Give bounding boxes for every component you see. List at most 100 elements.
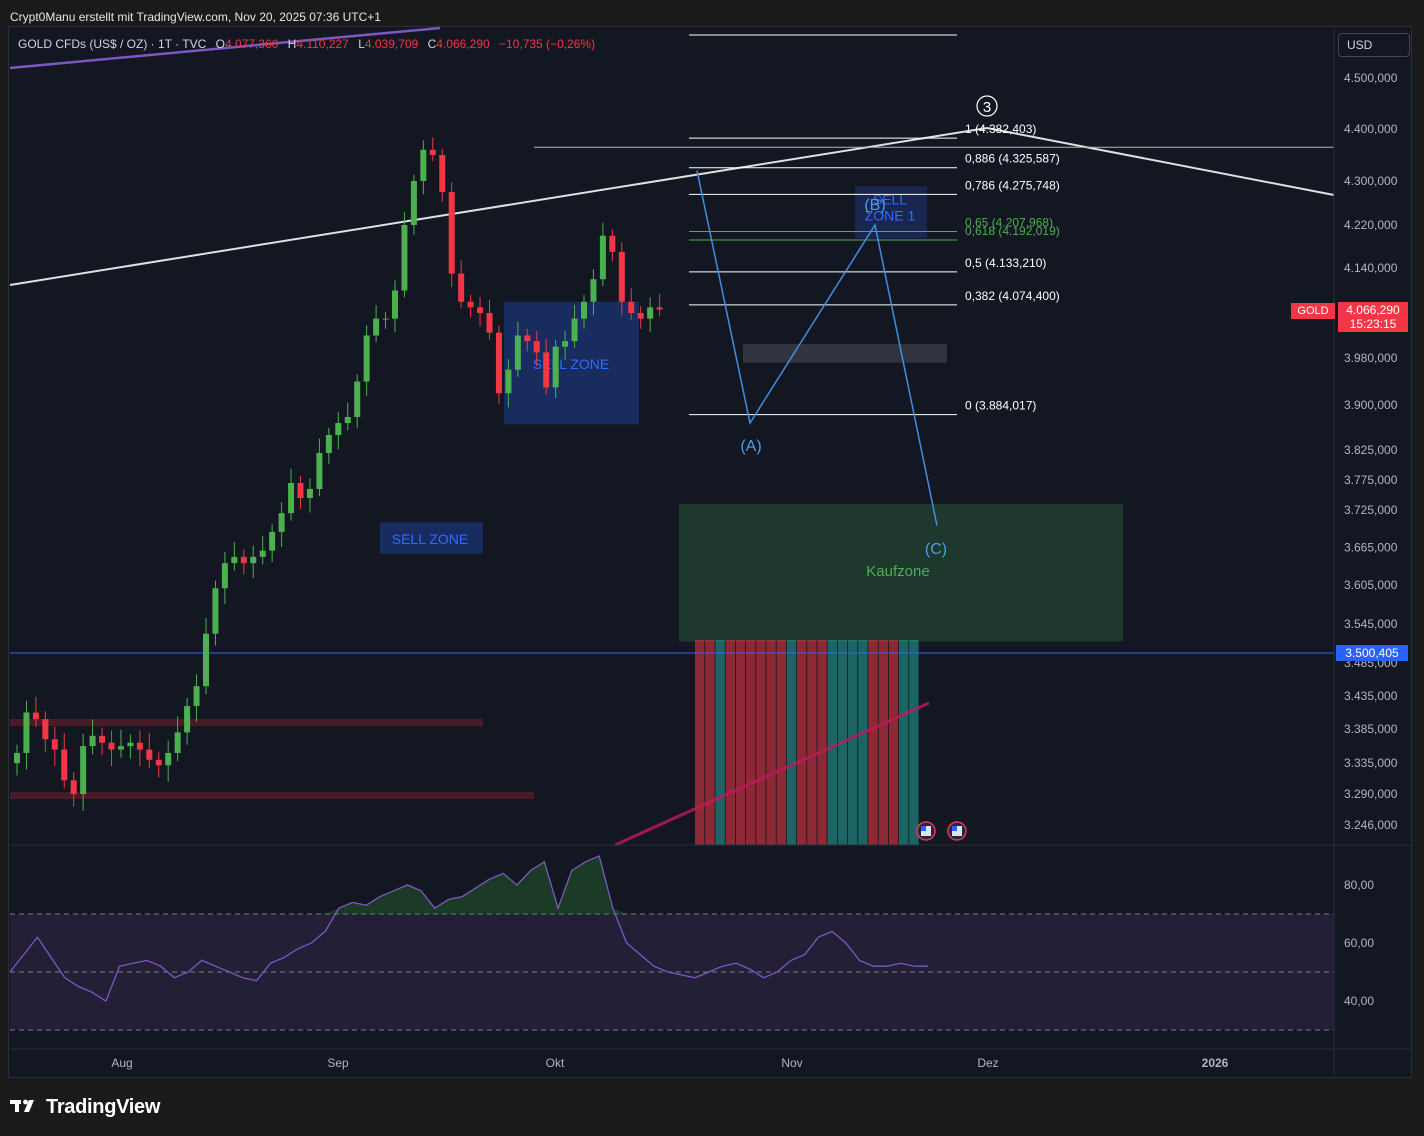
sell-zone (380, 522, 483, 554)
currency-button[interactable]: USD (1338, 33, 1410, 57)
candle-down (439, 155, 446, 192)
candle-up (325, 435, 332, 453)
price-tick-label: 3.290,000 (1344, 787, 1398, 801)
us-flag-icon (952, 826, 957, 831)
candle-down (108, 742, 115, 750)
time-tick-label: Okt (546, 1056, 565, 1070)
candle-down (448, 192, 455, 274)
volume-bar (725, 640, 735, 845)
candle-down (146, 749, 153, 760)
candle-down (637, 313, 644, 319)
candle-down (618, 251, 625, 302)
candle-up (165, 752, 172, 766)
volume-bar (878, 640, 888, 845)
price-tick-label: 3.665,000 (1344, 541, 1398, 555)
price-tick-label: 3.435,000 (1344, 689, 1398, 703)
trend-line-purple (9, 26, 441, 70)
candle-up (647, 307, 654, 319)
candle-down (51, 739, 58, 750)
fib-level-label: 0,618 (4.192,019) (965, 224, 1060, 238)
candle-down (486, 313, 493, 333)
candle-down (524, 335, 531, 342)
candle-up (505, 369, 512, 394)
author-line: Crypt0Manu erstellt mit TradingView.com,… (10, 10, 381, 24)
candle-up (306, 489, 313, 498)
legend-high-label: H (287, 37, 297, 51)
candle-up (552, 346, 559, 388)
us-flag-icon (921, 826, 926, 831)
volume-bar (827, 640, 837, 845)
candle-up (174, 732, 181, 753)
symbol-legend: GOLD CFDs (US$ / OZ) · 1T · TVC O4.077,3… (18, 37, 595, 51)
rsi-overbought-fill (10, 856, 928, 914)
candle-up (250, 556, 257, 564)
wave-label: (C) (925, 541, 947, 558)
candle-up (401, 225, 408, 291)
candle-down (136, 742, 143, 750)
price-tick-label: 3.900,000 (1344, 398, 1398, 412)
candle-up (127, 742, 134, 747)
horizontal-line-price-label: 3.500,405 (1336, 645, 1408, 661)
sell-zone-label: SELL (873, 192, 907, 208)
trend-line-magenta (614, 701, 930, 847)
candle-up (269, 531, 276, 551)
candle-up (278, 513, 285, 532)
volume-bar (797, 640, 807, 845)
candle-up (212, 588, 219, 634)
price-tick-label: 4.220,000 (1344, 218, 1398, 232)
candle-up (363, 335, 370, 382)
tradingview-logo-icon (10, 1097, 40, 1118)
candle-up (288, 483, 295, 514)
candle-up (184, 705, 191, 733)
volume-bar (776, 640, 786, 845)
wave-label: (A) (740, 438, 761, 455)
candle-up (14, 752, 20, 764)
candle-down (628, 301, 635, 313)
volume-bar (705, 640, 715, 845)
last-price-value: 4.066,290 (1346, 303, 1400, 317)
candle-up (392, 290, 398, 319)
time-tick-label: Nov (781, 1056, 802, 1070)
candle-up (89, 735, 96, 747)
time-tick-label: Sep (327, 1056, 349, 1070)
buy-zone-label: Kaufzone (866, 563, 929, 580)
price-tick-label: 3.980,000 (1344, 351, 1398, 365)
sell-zone (504, 301, 639, 425)
trend-line-down (986, 127, 1335, 196)
candle-down (99, 735, 106, 743)
fib-level-label: 0,886 (4.325,587) (965, 152, 1060, 166)
candle-up (203, 633, 209, 687)
fib-level-label: 0,5 (4.133,210) (965, 256, 1046, 270)
candle-up (231, 556, 238, 564)
wave-label: (B) (864, 197, 885, 214)
candle-up (382, 318, 389, 320)
buy-zone (679, 504, 1123, 642)
volume-bar (715, 640, 725, 845)
wave-label: 3 (983, 99, 991, 116)
fib-level-label: 0,65 (4.207,968) (965, 215, 1053, 229)
time-tick-label: Aug (111, 1056, 132, 1070)
fib-level-label: 0,382 (4.074,400) (965, 289, 1060, 303)
candle-up (599, 235, 606, 280)
candle-up (117, 746, 124, 750)
rsi-tick-label: 60,00 (1344, 936, 1374, 950)
price-tick-label: 3.775,000 (1344, 473, 1398, 487)
price-tick-label: 3.385,000 (1344, 722, 1398, 736)
candle-up (581, 301, 587, 319)
volume-bar (756, 640, 766, 845)
sell-zone (855, 186, 927, 239)
elliott-wave-line (696, 170, 938, 526)
volume-bar (868, 640, 878, 845)
volume-bar (786, 640, 797, 845)
fib-level-label: 0 (3.884,017) (965, 399, 1036, 413)
candle-up (562, 341, 569, 347)
legend-close-label: C (427, 37, 437, 51)
candle-down (656, 307, 663, 310)
volume-bar (735, 640, 746, 845)
price-tick-label: 3.825,000 (1344, 443, 1398, 457)
candle-up (344, 417, 351, 423)
legend-open-label: O (215, 37, 225, 51)
candle-up (420, 149, 427, 181)
candle-down (32, 712, 39, 720)
